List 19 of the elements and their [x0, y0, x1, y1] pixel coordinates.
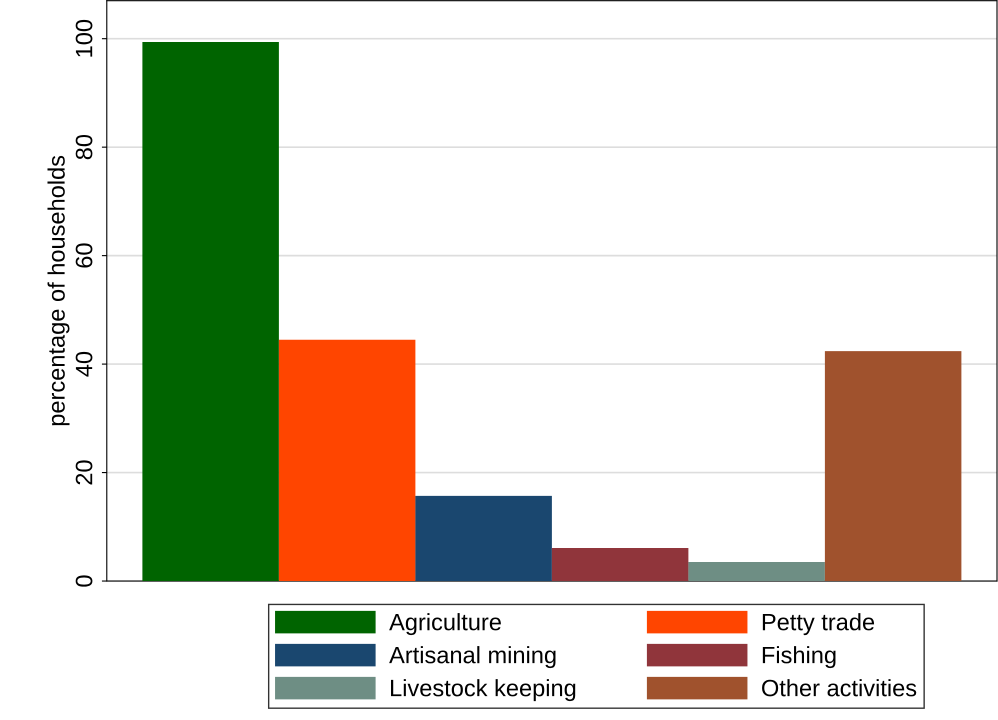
legend-label: Petty trade [762, 613, 874, 636]
bar [688, 562, 825, 582]
y-tick-label: 60 [76, 243, 92, 268]
y-tick-label: 80 [76, 134, 92, 160]
y-tick-label: 40 [76, 352, 92, 377]
bar [142, 42, 279, 582]
legend-label: Artisanal mining [389, 646, 556, 668]
y-axis-title: percentage of households [47, 156, 70, 426]
legend-label: Agriculture [389, 613, 501, 636]
legend-label: Livestock keeping [391, 679, 576, 702]
bar [278, 340, 416, 582]
y-tick-label: 20 [76, 460, 92, 485]
bar [552, 548, 688, 582]
y-tick-label: 0 [76, 575, 92, 587]
bar [824, 351, 962, 582]
legend-label: Fishing [762, 646, 836, 668]
bar [415, 496, 552, 582]
y-tick-label: 100 [76, 20, 92, 57]
legend-label: Other activities [762, 679, 916, 696]
